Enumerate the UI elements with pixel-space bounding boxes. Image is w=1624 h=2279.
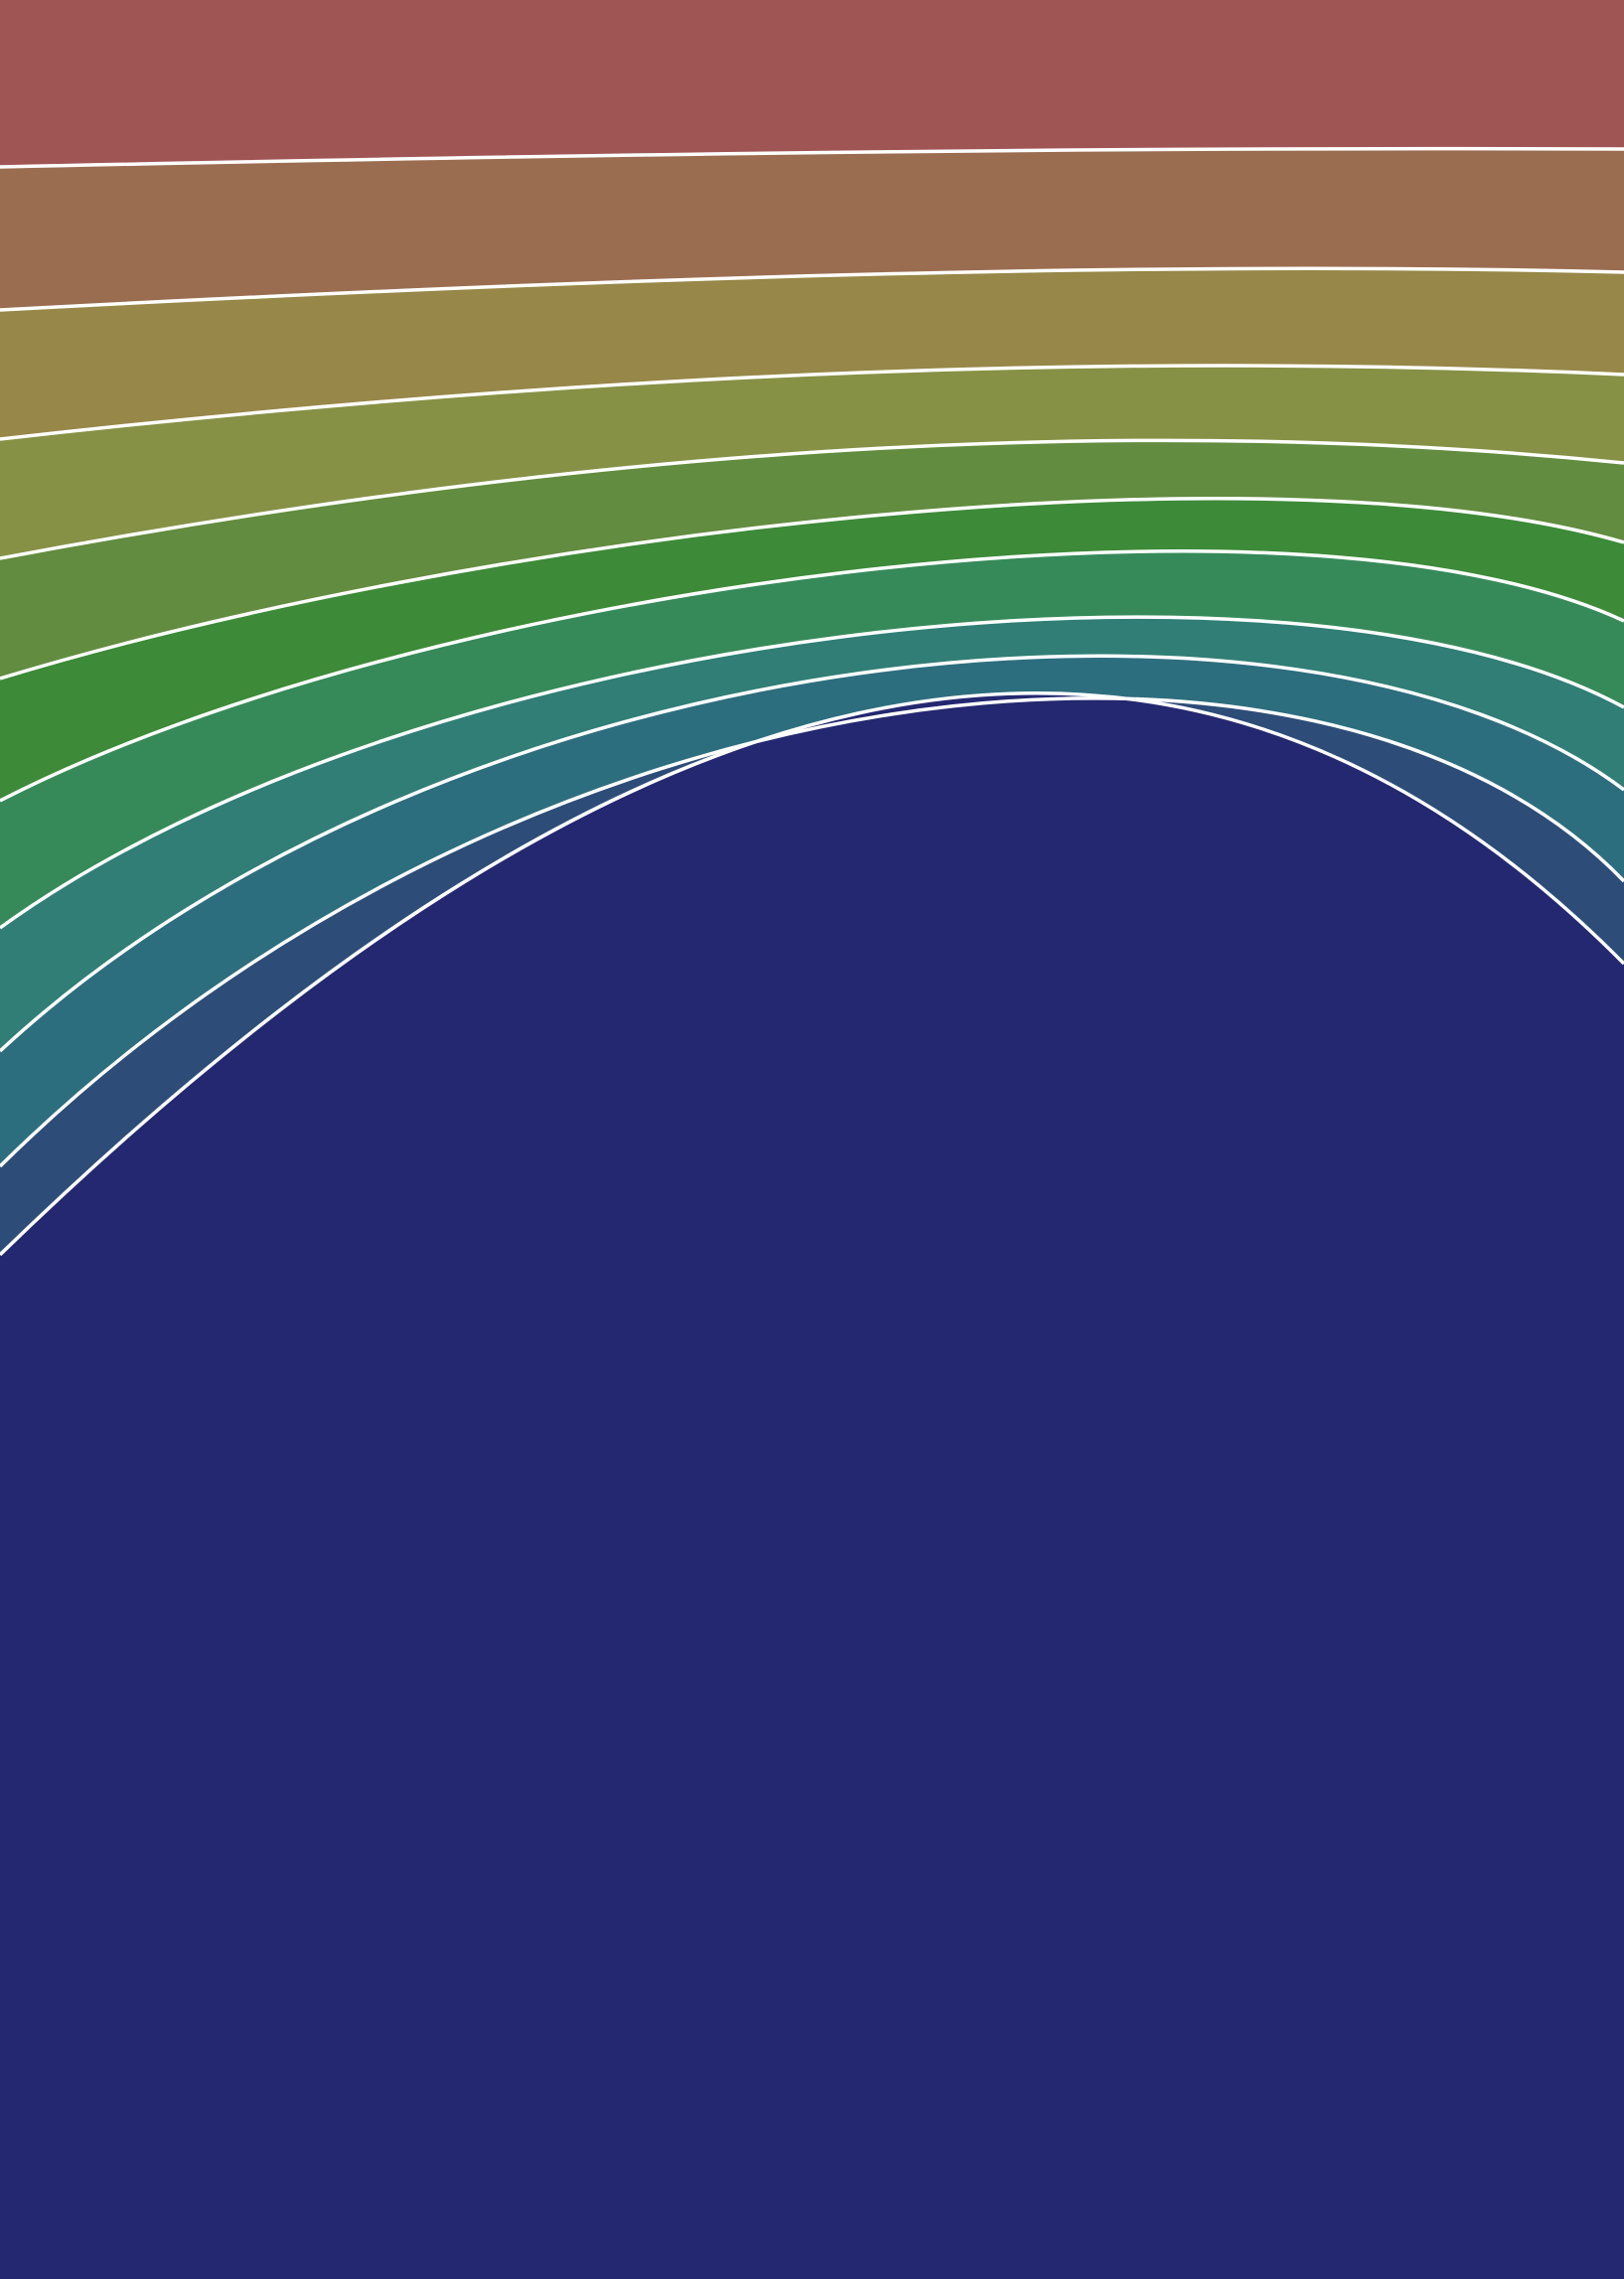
boundary-line-6 — [0, 549, 1624, 803]
boundary-line-5 — [0, 497, 1624, 681]
color-band-11 — [0, 692, 1624, 2279]
boundary-line-8 — [0, 654, 1624, 1053]
boundary-line-9 — [0, 696, 1624, 1168]
boundary-line-4 — [0, 438, 1624, 560]
boundary-lines — [0, 146, 1624, 1257]
boundary-line-3 — [0, 364, 1624, 441]
boundary-line-7 — [0, 615, 1624, 930]
boundary-line-2 — [0, 266, 1624, 312]
boundary-line-10 — [0, 690, 1624, 1257]
boundary-line-1 — [0, 146, 1624, 169]
